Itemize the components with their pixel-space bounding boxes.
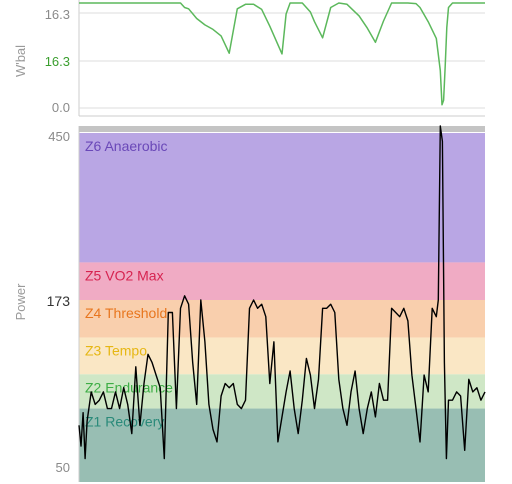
zone-label: Z4 Threshold — [85, 305, 167, 321]
power-tick-label: 50 — [56, 460, 70, 475]
wbal-tick-label: 0.0 — [52, 100, 70, 115]
zone-label: Z1 Recovery — [85, 414, 164, 430]
power-chart: Z6 Anaerobic Z5 VO2 Max Z4 Threshold Z3 Tem… — [13, 125, 486, 482]
wbal-axis-label: W'bal — [13, 45, 28, 77]
wbal-series-line — [79, 2, 485, 106]
power-axis-label: Power — [13, 283, 28, 321]
zone-band — [79, 262, 485, 300]
wbal-tick-label: 16.3 — [45, 54, 70, 69]
zone-label: Z5 VO2 Max — [85, 267, 164, 283]
zone-label: Z6 Anaerobic — [85, 138, 168, 154]
zone-band — [79, 374, 485, 409]
zone-label: Z2 Endurance — [85, 379, 173, 395]
zone-band — [79, 133, 485, 263]
wbal-chart: 16.3 16.3 0.0 W'bal — [13, 0, 485, 117]
zone-label: Z3 Tempo — [85, 343, 147, 359]
wbal-tick-label: 16.3 — [45, 7, 70, 22]
zone-band — [79, 300, 485, 338]
power-tick-label: 450 — [48, 129, 70, 144]
power-tick-label: 173 — [47, 293, 71, 309]
power-series-line — [78, 125, 486, 460]
